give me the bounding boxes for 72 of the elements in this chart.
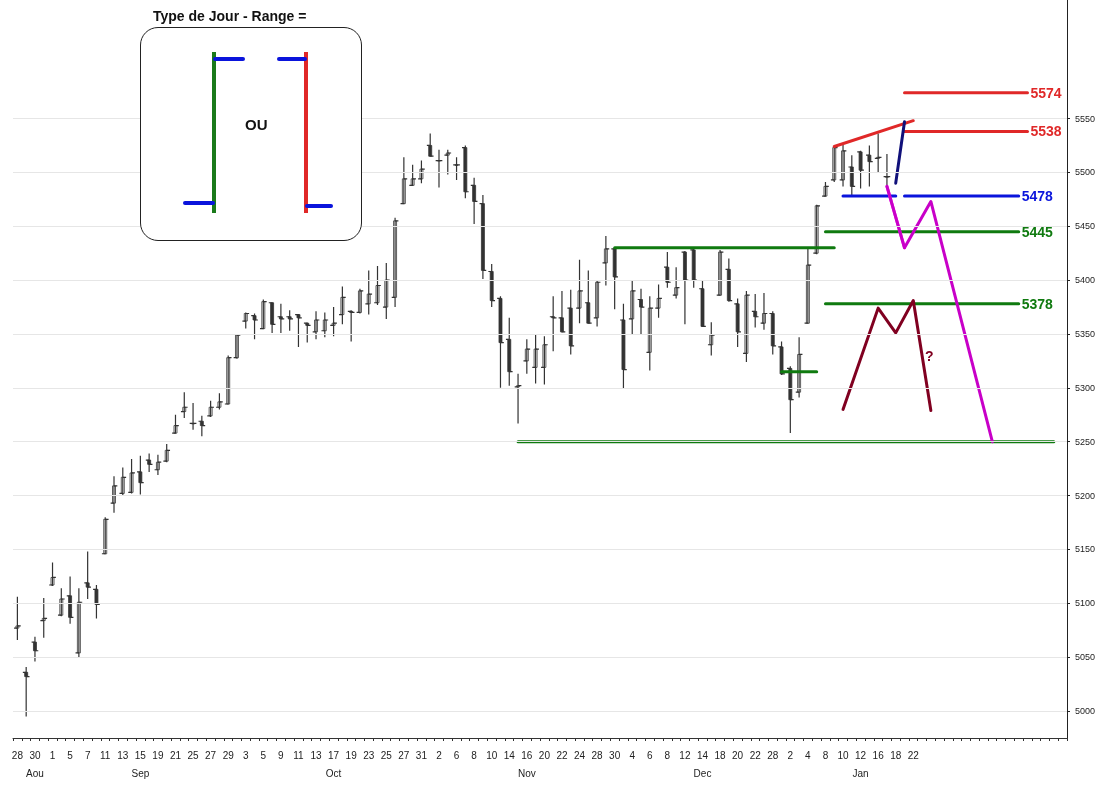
x-tick-label: 25 xyxy=(187,749,200,761)
x-tick-label: 20 xyxy=(538,749,551,761)
x-tick-label: 11 xyxy=(100,749,111,761)
x-tick-label: 21 xyxy=(169,749,182,761)
x-tick-label: 28 xyxy=(11,749,24,761)
x-tick-label: 25 xyxy=(380,749,393,761)
x-tick-label: 2 xyxy=(436,749,443,761)
x-tick-label: 17 Oct xyxy=(325,749,342,779)
x-tick-label: 22 xyxy=(556,749,568,761)
x-tick-label: 1 xyxy=(49,749,56,761)
x-tick-label: 5 xyxy=(260,749,267,761)
data-label: 5445 xyxy=(1021,223,1054,240)
x-tick-label: 23 xyxy=(363,749,375,761)
y-tick-label: 5350 xyxy=(1075,328,1096,339)
x-tick-label: 10 xyxy=(486,749,498,761)
x-tick-label: 7 xyxy=(84,749,91,761)
x-tick-label: 6 xyxy=(453,749,460,761)
x-tick-label: 11 xyxy=(293,749,305,761)
x-tick-label: 31 xyxy=(415,749,428,761)
x-tick-label: 19 xyxy=(152,749,164,761)
x-tick-label: 27 xyxy=(205,749,217,761)
x-tick-label: 8 xyxy=(664,749,671,761)
y-tick-label: 5450 xyxy=(1075,221,1096,232)
y-tick-label: 5300 xyxy=(1075,382,1096,393)
x-tick-label: 30 Aou xyxy=(26,749,44,779)
x-tick-label: 18 xyxy=(714,749,727,761)
x-tick-label: 9 xyxy=(278,749,285,761)
x-tick-label: 5 xyxy=(67,749,74,761)
x-tick-label: 22 xyxy=(907,749,920,761)
y-tick-label: 5500 xyxy=(1075,167,1096,178)
x-tick-label: 14 xyxy=(503,749,516,761)
data-label: 5538 xyxy=(1030,123,1062,140)
x-tick-label: 19 xyxy=(345,749,358,761)
x-tick-label: 30 xyxy=(609,749,621,761)
x-tick-label: 3 xyxy=(242,749,249,761)
x-tick-label: 6 xyxy=(647,749,654,761)
y-tick-label: 5100 xyxy=(1075,598,1096,609)
x-tick-label: 2 xyxy=(787,749,794,761)
x-tick-label: 13 xyxy=(310,749,323,761)
annotation: OU xyxy=(245,116,268,133)
x-tick-label: 14 Dec xyxy=(693,749,712,779)
x-tick-label: 27 xyxy=(398,749,410,761)
x-tick-label: 10 xyxy=(837,749,850,761)
x-tick-label: 4 xyxy=(629,749,636,761)
x-tick-label: 8 xyxy=(822,749,829,761)
y-tick-label: 5150 xyxy=(1075,544,1096,555)
y-tick-label: 5050 xyxy=(1075,652,1096,663)
x-tick-label: 18 xyxy=(890,749,902,761)
data-label: 5478 xyxy=(1021,188,1054,205)
x-tick-label: 15 Sep xyxy=(131,749,150,779)
text: Type de Jour - Range = xyxy=(153,8,307,24)
y-tick-label: 5250 xyxy=(1075,436,1096,447)
x-tick-label: 16 Nov xyxy=(517,749,536,779)
x-tick-label: 12 xyxy=(679,749,691,761)
x-tick-label: 28 xyxy=(767,749,779,761)
x-tick-label: 20 xyxy=(732,749,744,761)
data-label: ? xyxy=(925,347,934,364)
x-tick-label: 24 xyxy=(573,749,586,761)
y-tick-label: 5200 xyxy=(1075,490,1096,501)
y-tick-label: 5400 xyxy=(1075,275,1096,286)
data-label: 5574 xyxy=(1030,84,1062,101)
x-tick-label: 16 xyxy=(872,749,885,761)
x-tick-label: 13 xyxy=(117,749,129,761)
x-tick-label: 28 xyxy=(591,749,604,761)
data-label: 5378 xyxy=(1021,295,1054,312)
y-tick-label: 5550 xyxy=(1075,113,1096,124)
x-tick-label: 29 xyxy=(222,749,235,761)
x-tick-label: 4 xyxy=(805,749,812,761)
y-tick-label: 5000 xyxy=(1075,706,1096,717)
x-tick-label: 8 xyxy=(471,749,478,761)
x-tick-label: 22 xyxy=(749,749,762,761)
x-tick-label: 12 Jan xyxy=(852,749,869,779)
